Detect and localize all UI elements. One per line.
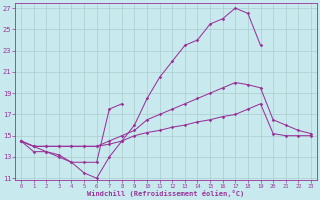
X-axis label: Windchill (Refroidissement éolien,°C): Windchill (Refroidissement éolien,°C) [87,190,244,197]
